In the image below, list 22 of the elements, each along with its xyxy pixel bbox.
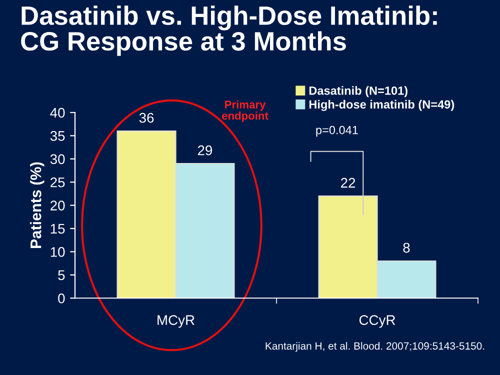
- y-tick-label: 30: [50, 154, 65, 164]
- data-label: 22: [341, 178, 356, 188]
- y-axis-title: Patients (%): [30, 162, 44, 248]
- y-tick-label: 15: [50, 224, 65, 234]
- y-tick-label: 0: [58, 293, 65, 304]
- y-tick-label: 5: [58, 270, 65, 280]
- legend-label: Dasatinib (N=101): [309, 86, 408, 98]
- y-tick-label: 40: [50, 108, 65, 118]
- data-label: 8: [403, 242, 410, 253]
- data-label: 29: [198, 145, 212, 156]
- chart-title: Dasatinib vs. High-Dose Imatinib: CG Response at 3 Months: [21, 6, 437, 56]
- annotation: p=0.041: [316, 126, 358, 137]
- text: Kantarjian H, et al. Blood. 2007;109:5143-5150.: [266, 342, 484, 352]
- legend-label: High-dose imatinib (N=49): [309, 100, 454, 111]
- y-tick-label: 10: [50, 247, 65, 257]
- x-tick-label: CCyR: [359, 315, 396, 328]
- x-tick-label: MCyR: [158, 315, 194, 328]
- y-tick-label: 20: [50, 200, 65, 210]
- data-label: 36: [139, 112, 154, 123]
- annotation: Primary endpoint: [222, 100, 268, 122]
- y-tick-label: 25: [50, 177, 65, 188]
- y-tick-label: 35: [50, 131, 65, 141]
